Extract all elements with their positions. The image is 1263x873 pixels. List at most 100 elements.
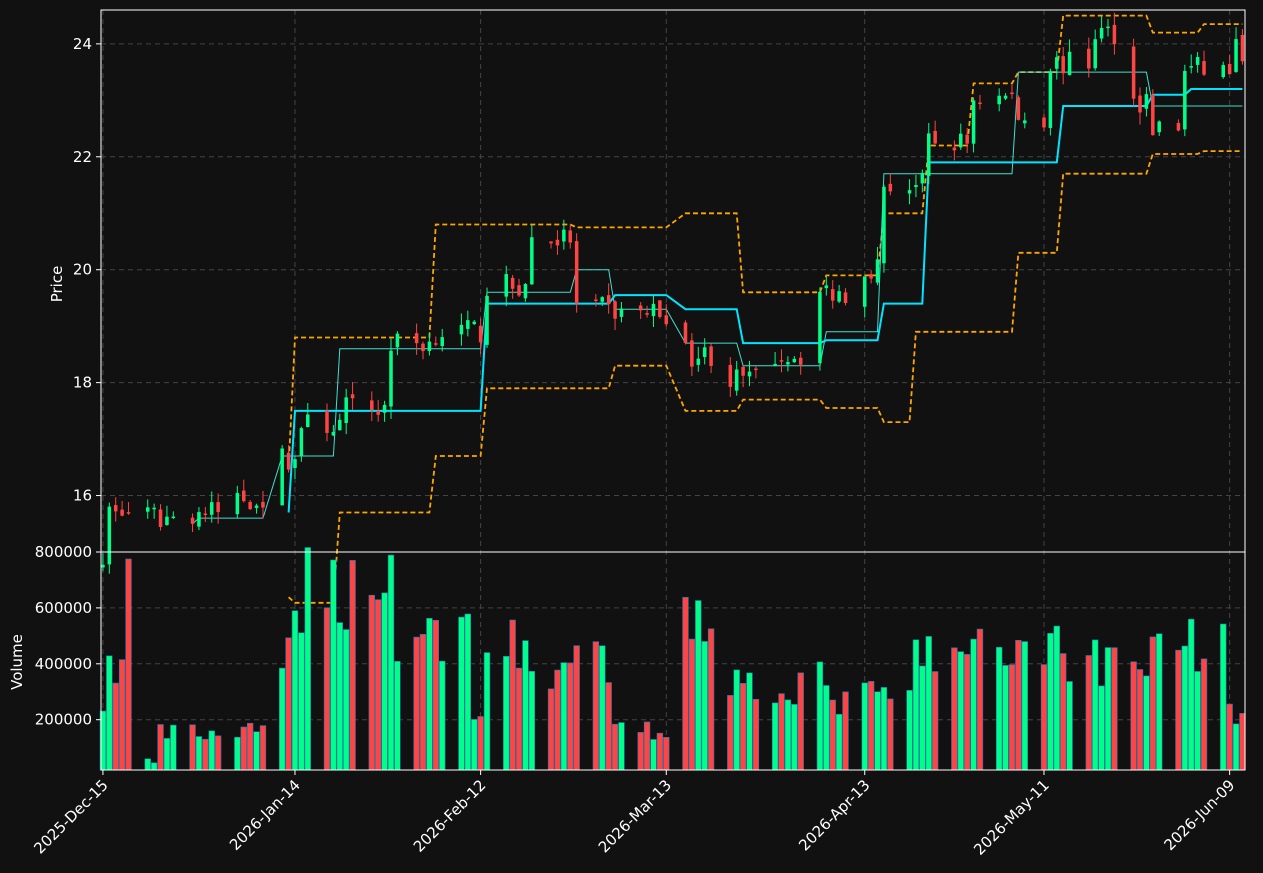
volume-bar-up bbox=[1220, 623, 1227, 771]
candle-down bbox=[376, 410, 380, 415]
volume-bar-down bbox=[656, 732, 664, 771]
volume-axes-frame bbox=[100, 551, 1246, 771]
candle-up bbox=[1195, 57, 1200, 65]
volume-bar-down bbox=[663, 737, 670, 771]
volume-bar-up bbox=[234, 736, 241, 771]
candle-down bbox=[261, 501, 265, 508]
volume-bar-down bbox=[240, 726, 247, 771]
volume-bar-down bbox=[375, 599, 382, 771]
candle-up bbox=[530, 237, 534, 285]
axes-frames bbox=[100, 9, 1246, 771]
volume-bar-down bbox=[125, 558, 132, 771]
volume-bar-up bbox=[387, 554, 395, 771]
volume-bar-up bbox=[1002, 665, 1009, 771]
volume-tick-label: 600000 bbox=[35, 599, 92, 617]
volume-bar-up bbox=[426, 618, 433, 771]
candle-up bbox=[786, 362, 790, 365]
volume-bar-down bbox=[157, 724, 164, 771]
volume-bar-down bbox=[707, 628, 715, 771]
candle-down bbox=[1227, 63, 1232, 75]
candle-up bbox=[145, 507, 150, 512]
volume-bar-down bbox=[727, 695, 734, 771]
volume-bar-up bbox=[919, 665, 926, 771]
candle-up bbox=[293, 459, 297, 469]
moving-averages bbox=[192, 71, 1243, 525]
volume-bar-down bbox=[477, 716, 484, 771]
volume-bar-up bbox=[906, 690, 913, 771]
volume-bar-down bbox=[1015, 639, 1022, 771]
volume-bar-down bbox=[1149, 636, 1156, 771]
candle-up bbox=[344, 397, 348, 423]
volume-bar-down bbox=[323, 607, 331, 771]
volume-bar-down bbox=[554, 669, 561, 771]
candle-up bbox=[926, 133, 931, 176]
candle-up bbox=[792, 358, 797, 363]
candle-down bbox=[638, 305, 643, 311]
volume-bar-up bbox=[1047, 632, 1054, 771]
volume-bar-up bbox=[1092, 639, 1099, 771]
candle-up bbox=[1055, 57, 1059, 69]
volume-bar-down bbox=[573, 645, 580, 771]
volume-bar-down bbox=[829, 699, 836, 771]
candle-up bbox=[882, 186, 886, 264]
volume-bar-up bbox=[298, 632, 305, 771]
candle-down bbox=[664, 315, 669, 325]
candle-down bbox=[933, 130, 937, 144]
candle-down bbox=[203, 513, 208, 516]
candle-down bbox=[510, 277, 515, 289]
candle-up bbox=[171, 516, 176, 519]
candle-up bbox=[824, 285, 829, 289]
volume-bar-up bbox=[912, 639, 920, 771]
volume-bar-up bbox=[278, 667, 286, 771]
volume-bar-down bbox=[189, 724, 196, 771]
candle-down bbox=[830, 289, 835, 301]
candle-up bbox=[523, 284, 528, 299]
volume-bar-down bbox=[592, 641, 600, 771]
candle-up bbox=[1048, 71, 1053, 128]
candle-up bbox=[920, 173, 925, 184]
candle-down bbox=[728, 364, 733, 387]
candle-up bbox=[1234, 39, 1238, 72]
volume-bar-down bbox=[432, 619, 439, 771]
candle-down bbox=[754, 368, 758, 371]
volume-bar-down bbox=[739, 683, 747, 771]
volume-bar-down bbox=[611, 723, 619, 771]
candle-up bbox=[459, 324, 464, 335]
candle-down bbox=[869, 274, 873, 279]
bollinger-lower-line bbox=[288, 150, 1243, 604]
volume-bar-up bbox=[599, 645, 606, 771]
candle-down bbox=[248, 501, 252, 510]
volume-bar-up bbox=[195, 736, 203, 771]
candle-up bbox=[734, 369, 739, 391]
bollinger-bands bbox=[287, 14, 1243, 604]
candle-up bbox=[619, 308, 624, 317]
volume-bar-up bbox=[995, 646, 1003, 771]
volume-bar-down bbox=[778, 693, 785, 771]
candle-down bbox=[741, 366, 745, 376]
candle-up bbox=[382, 404, 387, 413]
candle-down bbox=[1061, 56, 1065, 74]
volume-bar-up bbox=[503, 656, 510, 771]
candle-down bbox=[325, 410, 329, 433]
candle-down bbox=[645, 313, 649, 315]
candle-up bbox=[101, 564, 105, 568]
volume-bar-up bbox=[291, 610, 299, 771]
candle-down bbox=[158, 509, 163, 527]
volume-bar-up bbox=[650, 739, 657, 771]
candle-up bbox=[875, 259, 880, 283]
candle-down bbox=[421, 343, 425, 352]
candle-down bbox=[1112, 24, 1117, 45]
candle-up bbox=[1003, 95, 1008, 99]
volume-bar-up bbox=[1098, 685, 1105, 771]
volume-bar-up bbox=[1053, 625, 1060, 771]
candle-up bbox=[837, 291, 841, 302]
volume-bar-down bbox=[349, 560, 356, 771]
candle-up bbox=[818, 292, 822, 364]
candle-down bbox=[113, 505, 118, 512]
volume-bar-down bbox=[1200, 658, 1208, 771]
volume-bar-down bbox=[951, 647, 958, 771]
candle-up bbox=[862, 276, 867, 307]
candle-down bbox=[241, 490, 246, 502]
volume-bar-up bbox=[880, 687, 888, 771]
candle-up bbox=[485, 295, 489, 345]
